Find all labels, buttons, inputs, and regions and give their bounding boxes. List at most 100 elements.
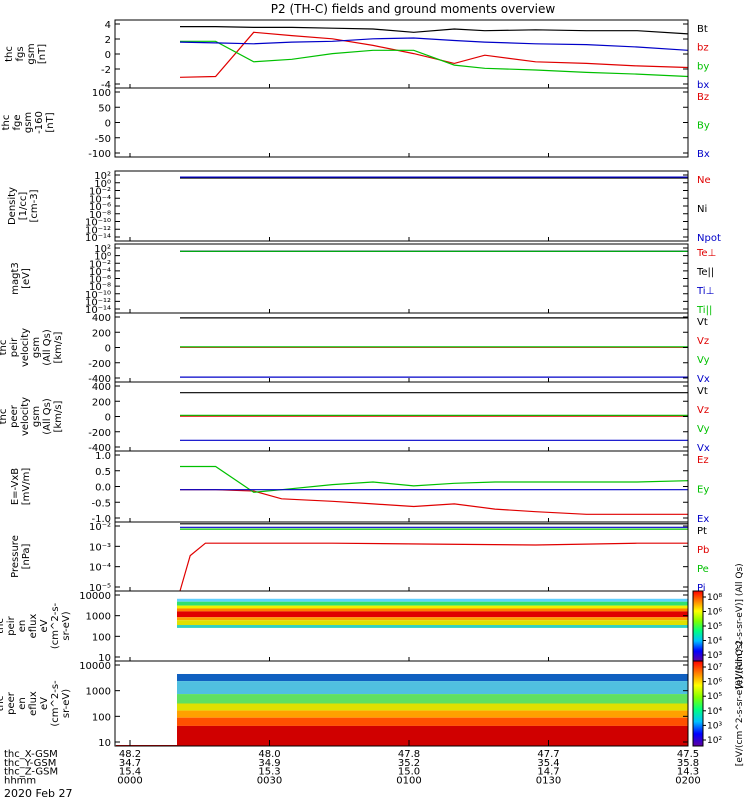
legend-entry: Te⊥ — [696, 248, 716, 259]
y-axis-label-line: peer — [9, 404, 20, 428]
y-axis-label-line: en — [17, 620, 28, 633]
y-tick-label: 10 — [98, 738, 111, 749]
time-axis-value: 15.3 — [258, 767, 280, 778]
time-axis-value: 47.7 — [537, 749, 559, 760]
legend-entry: Ey — [697, 485, 709, 496]
legend-entry: by — [697, 61, 709, 72]
spectrogram-band — [116, 598, 688, 602]
y-tick-label: 0 — [105, 413, 111, 424]
legend-entry: bz — [697, 43, 709, 54]
y-tick-label: 0 — [105, 119, 111, 130]
y-tick-label: 400 — [92, 382, 111, 393]
time-axis-value: 14.3 — [677, 767, 699, 778]
y-axis-label-line: Density — [7, 187, 18, 225]
legend-entry: Pb — [697, 545, 709, 556]
y-axis-label-line: gsm — [26, 43, 37, 64]
y-tick-label: 1.0 — [95, 451, 111, 462]
y-axis-label-line: sr-eV) — [61, 689, 72, 718]
spectrogram-band — [116, 710, 688, 718]
legend-entry: Ti⊥ — [696, 286, 714, 297]
y-tick-label: 100 — [92, 712, 111, 723]
legend-entry: By — [697, 121, 710, 132]
y-tick-label: -400 — [88, 443, 111, 454]
y-tick-label: 10000 — [79, 591, 111, 602]
spectrogram-band — [116, 620, 688, 626]
y-tick-label: 10⁻⁶ — [89, 202, 111, 213]
legend-entry: Vx — [697, 443, 710, 454]
y-axis-label-line: [nT] — [37, 44, 48, 64]
spectrogram-band — [116, 608, 688, 612]
y-tick-label: -100 — [88, 149, 111, 160]
legend-entry: Vt — [697, 317, 708, 328]
legend-entry: Vy — [697, 355, 710, 366]
colorbar-tick-label: 10⁴ — [707, 707, 722, 717]
series-line-bx — [179, 37, 689, 51]
y-axis-label-line: (cm^2-s- — [50, 680, 61, 727]
y-tick-label: -50 — [95, 134, 111, 145]
spectrogram-band — [116, 703, 688, 711]
y-tick-label: 10⁻⁴ — [89, 267, 111, 278]
y-axis-label-line: gsm — [31, 337, 42, 358]
y-axis-label-line: eflux — [28, 691, 39, 716]
legend-entry: Ex — [697, 514, 709, 525]
y-axis-label: thcfgsgsm[nT] — [4, 43, 48, 64]
colorbar-tick-label: 10³ — [707, 721, 722, 731]
y-axis-label-line: [mV/m] — [21, 468, 32, 506]
y-axis-label: thcpeirvelocitygsm(All Qs)[km/s] — [0, 328, 64, 367]
y-tick-label: 1000 — [86, 687, 111, 698]
y-axis-label: magt3[eV] — [10, 262, 32, 295]
colorbar-tick-label: 10³ — [707, 651, 722, 661]
time-axis-row-label: hhmm — [4, 775, 36, 786]
spectrogram-band — [116, 605, 688, 609]
time-axis-row-label: thc_X-GSM — [4, 749, 58, 760]
date-label: 2020 Feb 27 — [4, 787, 72, 800]
y-axis-label-line: gsm — [31, 406, 42, 427]
y-axis-label-line: (cm^2-s- — [50, 602, 61, 649]
colorbar — [692, 590, 704, 662]
series-line-Pb — [179, 542, 688, 592]
legend-entry: Bt — [697, 24, 708, 35]
panel-frame — [114, 170, 689, 242]
panel-6: 400 200 0 -200 -400 thcpeervelocitygsm(All Qs… — [0, 381, 710, 454]
series-line-Ez — [180, 489, 688, 515]
panel-10: 10000 1000 100 10 thcpeerenefluxeV(cm^2-s-sr… — [0, 641, 745, 766]
y-axis-label-line: peer — [6, 691, 17, 715]
legend-entry: Bz — [697, 92, 709, 103]
legend-entry: Ez — [697, 455, 709, 466]
y-tick-label: -400 — [88, 374, 111, 385]
spectrogram-gap — [116, 662, 177, 745]
y-tick-label: 0 — [105, 344, 111, 355]
y-tick-label: 10000 — [79, 661, 111, 672]
y-tick-label: -1.0 — [91, 514, 111, 525]
time-axis-value: 0100 — [396, 775, 421, 786]
y-axis-label-line: peir — [6, 615, 17, 635]
y-tick-label: 0.0 — [95, 483, 111, 494]
legend-entry: Ne — [697, 175, 711, 186]
y-tick-label: -0.5 — [91, 498, 111, 509]
time-axis-row-label: thc_Y-GSM — [4, 758, 56, 769]
colorbar-label: [eV/(cm^2-s-sr-eV)] (All Qs) — [735, 563, 745, 688]
legend-entry: Vt — [697, 386, 708, 397]
time-axis-value: 0000 — [117, 775, 142, 786]
y-tick-label: 10⁻² — [89, 522, 111, 533]
y-tick-label: 200 — [92, 328, 111, 339]
panel-frame — [114, 521, 689, 592]
y-axis-label-line: [eV] — [21, 268, 32, 289]
panel-1: 4 2 0 -2 -4 thcfgsgsm[nT] Bt bz by bx — [4, 19, 709, 91]
y-axis-label-line: gsm — [23, 112, 34, 133]
legend-entry: Vz — [697, 336, 709, 347]
panel-frame — [114, 450, 689, 523]
legend-entry: Pt — [697, 526, 707, 537]
y-axis-label-line: thc — [0, 618, 6, 634]
y-tick-label: 10⁻¹⁰ — [85, 218, 111, 229]
y-axis-label-line: eflux — [28, 614, 39, 639]
y-axis-label-line: eV — [39, 619, 50, 632]
colorbar-tick-label: 10⁷ — [707, 663, 722, 673]
y-axis-label-line: [1/cc] — [18, 192, 29, 221]
y-tick-label: 10⁰ — [94, 179, 111, 190]
spectrogram-band — [116, 694, 688, 704]
time-axis-value: 34.7 — [119, 758, 141, 769]
time-axis-value: 48.0 — [258, 749, 280, 760]
spectrogram-gap — [116, 592, 177, 660]
